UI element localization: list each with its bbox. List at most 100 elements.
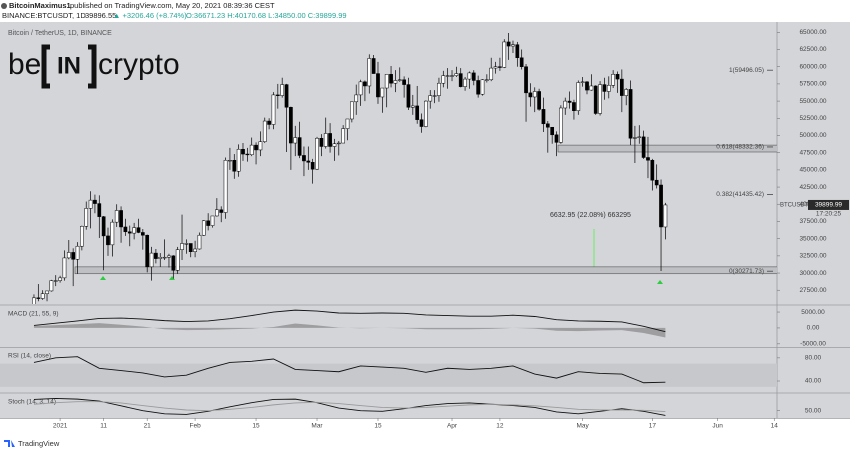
candle-body [71,252,76,260]
candle-body [180,243,184,250]
y-tick-label: 42500.00 [799,184,826,191]
y-tick-label: 30000.00 [799,270,826,277]
candle-body [110,221,115,246]
candle-body [363,81,367,87]
candle-body [297,137,302,156]
candle-body [545,123,550,128]
x-tick-label: 14 [771,423,779,430]
candle-body [606,85,611,92]
y-tick-label: 47500.00 [799,149,826,156]
indicator-line [33,356,666,384]
x-tick-label: Apr [447,423,458,430]
candle-body [145,234,150,268]
candle-body [171,255,176,271]
candle-body [271,94,276,125]
fib-label: 0(30271.73) [729,268,764,275]
candle-body [201,220,206,236]
candle-body [515,44,520,59]
candle-body [167,255,171,258]
candle-body [467,72,472,80]
price-zone [557,144,777,153]
candle-body [84,208,89,227]
candle-body [228,159,232,162]
candle-body [267,120,271,125]
y-tick-label: 37500.00 [799,218,826,225]
candle-body [380,87,385,98]
candle-body [633,137,637,139]
candle-body [140,232,145,236]
candle-body [354,94,359,103]
candle-body [323,133,328,147]
histogram-area [33,323,666,338]
x-tick-label: Feb [189,423,201,430]
logo-mid: IN [57,52,81,79]
candle-body [258,141,263,151]
candle-body [149,252,154,268]
candle-body [254,144,258,151]
candle-body [406,84,411,108]
candle-body [628,89,633,139]
candle-body [75,245,80,260]
candle-body [450,75,454,77]
candle-body [454,73,459,76]
candle-body [567,100,572,103]
x-tick-label: 15 [252,423,260,430]
countdown: 17:20:25 [816,211,842,218]
chart-title: Bitcoin / TetherUS, 1D, BINANCE [8,30,112,37]
candle-body [511,44,515,47]
footer-brand: TradingView [18,439,60,448]
candle-body [541,109,546,125]
candle-body [654,179,659,186]
candle-body [53,280,58,282]
indicator-line [33,309,666,333]
candle-body [175,249,180,271]
candle-body [524,66,528,94]
logo-right: crypto [98,48,180,81]
plot-area [32,33,777,304]
candle-body [293,137,298,144]
x-tick-label: 17 [649,423,657,430]
candle-body [206,220,211,226]
candle-body [393,80,398,84]
candle-body [280,84,285,96]
candle-body [619,78,624,96]
rsi-band [0,363,777,387]
candle-body [101,216,106,237]
candle-body [336,142,341,145]
candle-body [119,210,123,228]
pane-title: RSI (14, close) [8,353,51,360]
candle-body [585,81,589,91]
candle-body [36,297,41,299]
candle-body [559,107,563,143]
candle-body [350,101,354,120]
measure-label: 6632.95 (22.08%) 663295 [550,212,631,219]
candle-body [489,67,494,81]
candle-body [593,85,598,114]
candle-body [528,92,533,98]
candle-body [158,256,163,259]
candle-body [154,252,158,259]
candle-body [341,128,345,144]
candle-body [210,215,215,226]
y-tick-label: 0.00 [807,325,820,332]
candle-body [445,75,450,77]
y-tick-label: 50.00 [805,407,822,414]
candle-body [127,231,132,234]
candle-body [554,134,559,143]
candle-body [62,257,67,279]
candle-body [576,82,581,111]
y-tick-label: 45000.00 [799,167,826,174]
candle-body [358,81,363,96]
footer-logo [4,440,15,447]
candle-body [410,105,415,108]
y-tick-label: 50000.00 [799,132,826,139]
candle-body [241,148,245,155]
y-tick-label: 40.00 [805,378,822,385]
candle-body [40,293,45,299]
y-tick-label: 35000.00 [799,235,826,242]
candle-body [493,66,498,69]
candle-body [162,256,167,259]
y-tick-label: 80.00 [805,355,822,362]
published: published on TradingView.com, May 20, 20… [70,1,275,10]
candle-body [506,41,511,47]
